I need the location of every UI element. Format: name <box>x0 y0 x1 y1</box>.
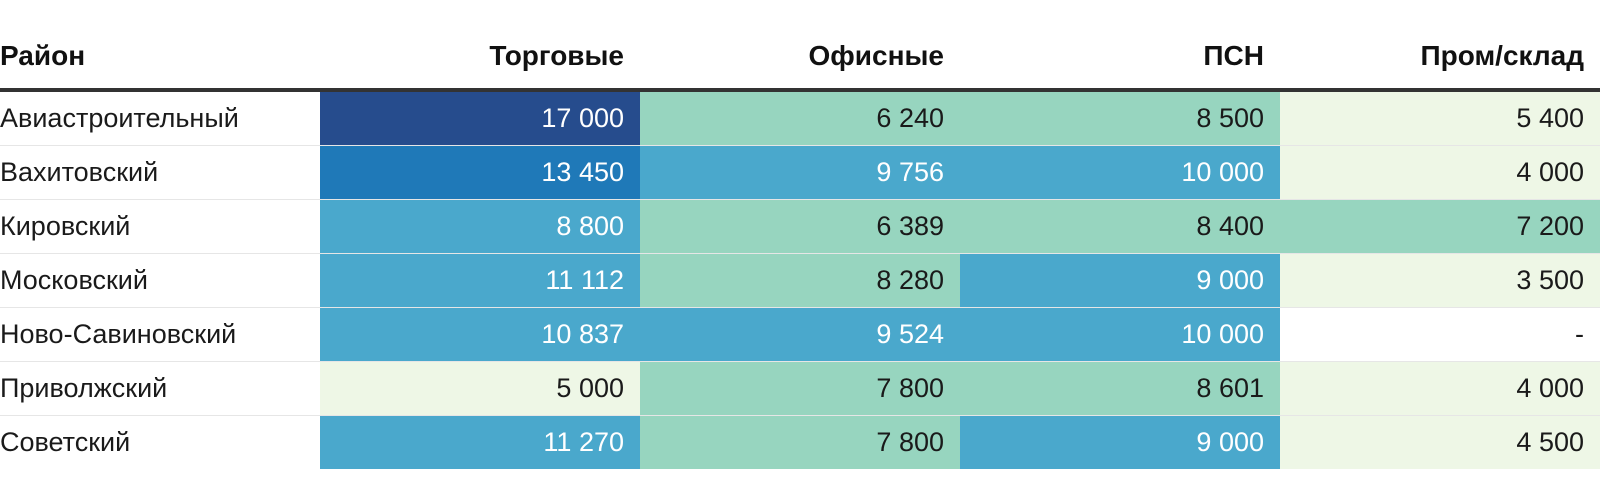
table-row: Кировский 8 800 6 389 8 400 7 200 <box>0 199 1600 254</box>
heatmap-cell: 8 500 <box>960 90 1280 146</box>
heatmap-table: Район Торговые Офисные ПСН Пром/склад Ав… <box>0 24 1600 469</box>
table-row: Ново-Савиновский 10 837 9 524 10 000- <box>0 307 1600 362</box>
heatmap-cell: 10 000 <box>960 145 1280 200</box>
heatmap-cell: 13 450 <box>320 145 640 200</box>
column-header-retail: Торговые <box>320 24 640 92</box>
table-row: Авиастроительный 17 000 6 240 8 500 5 400 <box>0 90 1600 146</box>
heatmap-cell: 5 000 <box>320 361 640 416</box>
district-name: Вахитовский <box>0 145 320 200</box>
heatmap-cell: 5 400 <box>1280 90 1600 146</box>
table-row: Вахитовский 13 450 9 756 10 000 4 000 <box>0 145 1600 200</box>
heatmap-cell: 7 800 <box>640 415 960 469</box>
table-body: Авиастроительный 17 000 6 240 8 500 5 400 Вах… <box>0 90 1600 469</box>
heatmap-cell: 4 000 <box>1280 145 1600 200</box>
heatmap-cell: 8 400 <box>960 199 1280 254</box>
heatmap-cell: 11 270 <box>320 415 640 469</box>
district-name: Ново-Савиновский <box>0 307 320 362</box>
table-header: Район Торговые Офисные ПСН Пром/склад <box>0 24 1600 92</box>
heatmap-cell: 3 500 <box>1280 253 1600 308</box>
district-name: Московский <box>0 253 320 308</box>
column-header-district: Район <box>0 24 320 92</box>
heatmap-cell: 8 280 <box>640 253 960 308</box>
heatmap-cell: 8 800 <box>320 199 640 254</box>
heatmap-cell: 9 000 <box>960 415 1280 469</box>
header-row: Район Торговые Офисные ПСН Пром/склад <box>0 24 1600 92</box>
column-header-psn: ПСН <box>960 24 1280 92</box>
district-name: Кировский <box>0 199 320 254</box>
table-row: Московский 11 112 8 280 9 000 3 500 <box>0 253 1600 308</box>
heatmap-cell: 6 240 <box>640 90 960 146</box>
heatmap-cell: 7 800 <box>640 361 960 416</box>
table-row: Советский 11 270 7 800 9 000 4 500 <box>0 415 1600 469</box>
heatmap-cell: 10 837 <box>320 307 640 362</box>
column-header-office: Офисные <box>640 24 960 92</box>
table-row: Приволжский 5 000 7 800 8 601 4 000 <box>0 361 1600 416</box>
heatmap-cell: 11 112 <box>320 253 640 308</box>
heatmap-cell: 4 000 <box>1280 361 1600 416</box>
heatmap-cell: 9 756 <box>640 145 960 200</box>
heatmap-cell: - <box>1280 307 1600 362</box>
heatmap-cell: 9 000 <box>960 253 1280 308</box>
district-name: Приволжский <box>0 361 320 416</box>
heatmap-cell: 17 000 <box>320 90 640 146</box>
heatmap-cell: 8 601 <box>960 361 1280 416</box>
district-name: Авиастроительный <box>0 90 320 146</box>
heatmap-cell: 7 200 <box>1280 199 1600 254</box>
heatmap-cell: 10 000 <box>960 307 1280 362</box>
heatmap-cell: 6 389 <box>640 199 960 254</box>
heatmap-cell: 9 524 <box>640 307 960 362</box>
heatmap-cell: 4 500 <box>1280 415 1600 469</box>
district-name: Советский <box>0 427 131 457</box>
column-header-industrial-warehouse: Пром/склад <box>1280 24 1600 92</box>
